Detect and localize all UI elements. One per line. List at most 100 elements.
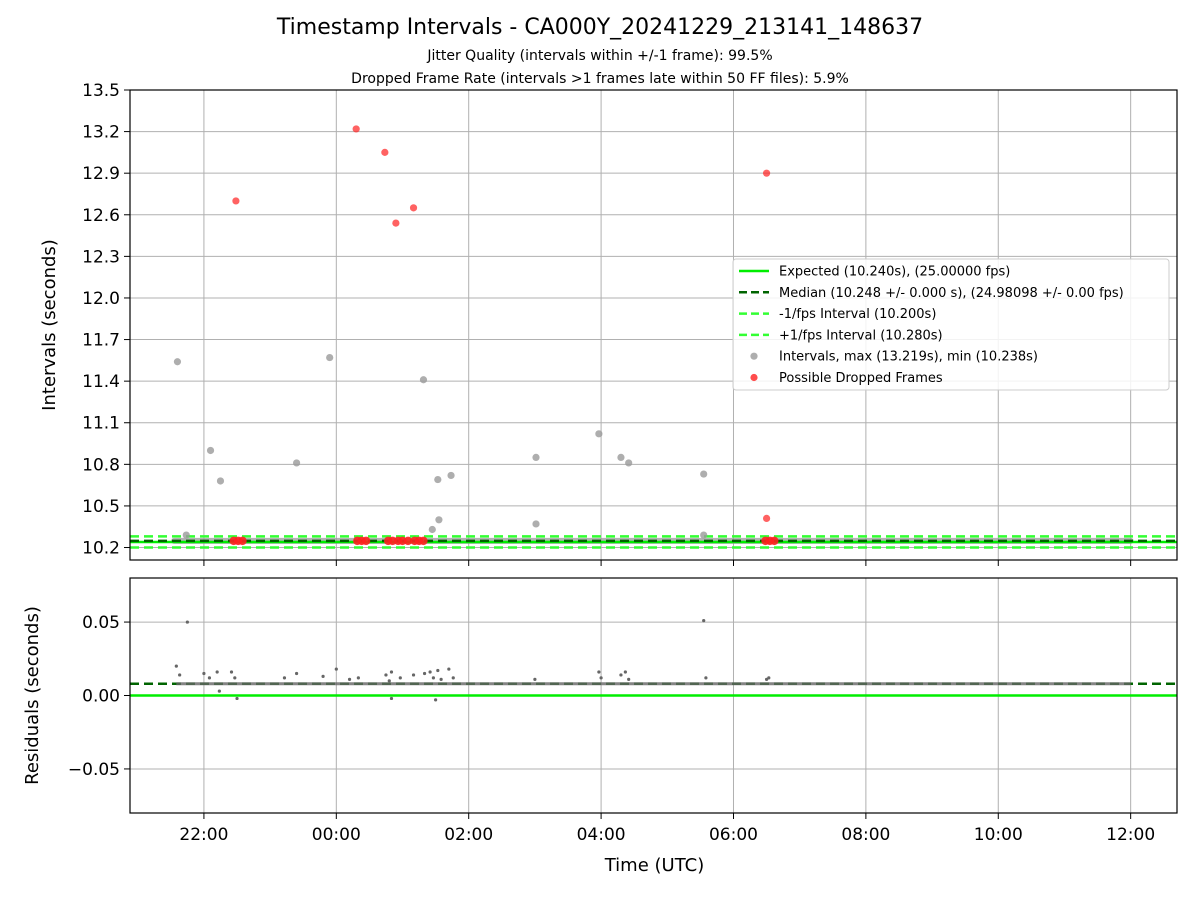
residual-point [436,668,440,673]
residual-point [321,674,325,679]
bottom-y-axis-label: Residuals (seconds) [22,606,43,785]
interval-point [173,358,182,366]
bottom-xtick-label: 10:00 [974,825,1023,845]
residual-point [533,677,537,681]
residual-point [207,676,212,680]
interval-point [700,531,708,539]
residual-point [428,670,432,674]
top-ytick-label: 13.5 [82,81,120,101]
residual-point [451,676,455,680]
dropped-frame-point [403,536,413,546]
dropped-frame-point [238,536,247,546]
top-ytick-label: 12.0 [82,289,120,309]
residual-point [217,689,221,693]
residual-point [174,664,178,668]
dropped-frame-point [232,197,240,205]
bottom-xtick-label: 22:00 [179,825,228,845]
residual-point [229,670,234,674]
dropped-frame-point [352,125,360,133]
bottom-ytick-label: 0.00 [82,687,120,707]
residual-point [334,667,338,671]
residual-point [623,670,627,674]
legend-entry-label: Intervals, max (13.219s), min (10.238s) [779,350,1038,365]
interval-point [532,520,540,528]
chart-title: Timestamp Intervals - CA000Y_20241229_21… [276,15,924,40]
dropped-frame-point [419,536,428,546]
bottom-xtick-label: 06:00 [709,825,758,845]
residual-point [384,673,388,677]
residual-point [599,676,603,680]
top-axes-frame [129,89,1178,561]
residual-point [387,679,391,683]
dropped-frame-point [770,536,779,546]
top-ytick-label: 11.4 [82,372,120,392]
top-ytick-label: 10.8 [82,455,120,475]
interval-point [216,477,225,485]
top-ytick-label: 12.3 [82,247,120,267]
residual-point [178,673,182,677]
interval-point [617,453,625,462]
dropped-frame-point [762,514,771,523]
residual-point [447,667,451,671]
legend-entry-label: Expected (10.240s), (25.00000 fps) [779,265,1010,280]
dropped-frame-point [381,148,389,156]
bottom-xtick-label: 12:00 [1106,825,1155,845]
legend-entry-label: Median (10.248 +/- 0.000 s), (24.98098 +… [779,286,1124,301]
residual-point [294,671,299,676]
residual-point [767,676,771,680]
dropped-frame-point [762,169,771,177]
residual-point [411,673,416,677]
residual-point [235,696,239,701]
x-axis-label: Time (UTC) [604,855,705,876]
residual-point [202,671,206,676]
legend-entry-label: +1/fps Interval (10.280s) [779,328,943,343]
legend: Expected (10.240s), (25.00000 fps) Median… [732,258,1170,391]
dropped-frame-point [392,219,400,227]
residual-point [627,677,631,681]
interval-point [182,531,190,539]
dropped-frame-point [409,204,418,212]
residual-point [597,670,601,674]
residual-point [702,618,706,623]
top-ytick-label: 11.7 [82,331,120,351]
interval-point [700,470,708,478]
interval-point [625,459,633,467]
top-ytick-label: 12.9 [82,164,120,184]
residual-point [233,676,237,680]
residual-point [619,673,623,677]
interval-point [428,525,436,534]
legend-box [732,258,1170,391]
dropped-frame-point [361,536,371,546]
legend-dot-swatch [750,352,758,360]
top-plot-area [130,125,1177,549]
top-ytick-label: 11.1 [82,414,120,434]
interval-point [595,430,603,438]
residual-point [398,676,402,680]
bottom-xtick-label: 04:00 [577,825,626,845]
bottom-plot-area [130,618,1177,702]
residual-point [356,676,360,680]
interval-point [326,353,334,362]
interval-point [532,453,540,462]
residual-point [347,677,352,681]
interval-point [434,475,442,484]
residual-point [389,696,394,701]
legend-dot-swatch [750,373,758,382]
jitter-quality-subtitle: Jitter Quality (intervals within +/-1 fr… [427,48,773,64]
bottom-xtick-label: 00:00 [312,825,361,845]
residual-point [439,677,443,681]
top-ytick-label: 13.2 [82,123,120,143]
interval-point [419,376,428,384]
residual-point [282,676,287,680]
interval-point [292,459,301,467]
top-y-axis-label: Intervals (seconds) [39,239,60,411]
top-ytick-label: 10.5 [82,497,120,517]
residual-point [389,670,394,674]
bottom-xtick-label: 08:00 [841,825,890,845]
interval-point [447,471,455,480]
top-ytick-label: 12.6 [82,206,120,226]
residual-point [185,620,189,624]
residual-point [704,676,708,680]
